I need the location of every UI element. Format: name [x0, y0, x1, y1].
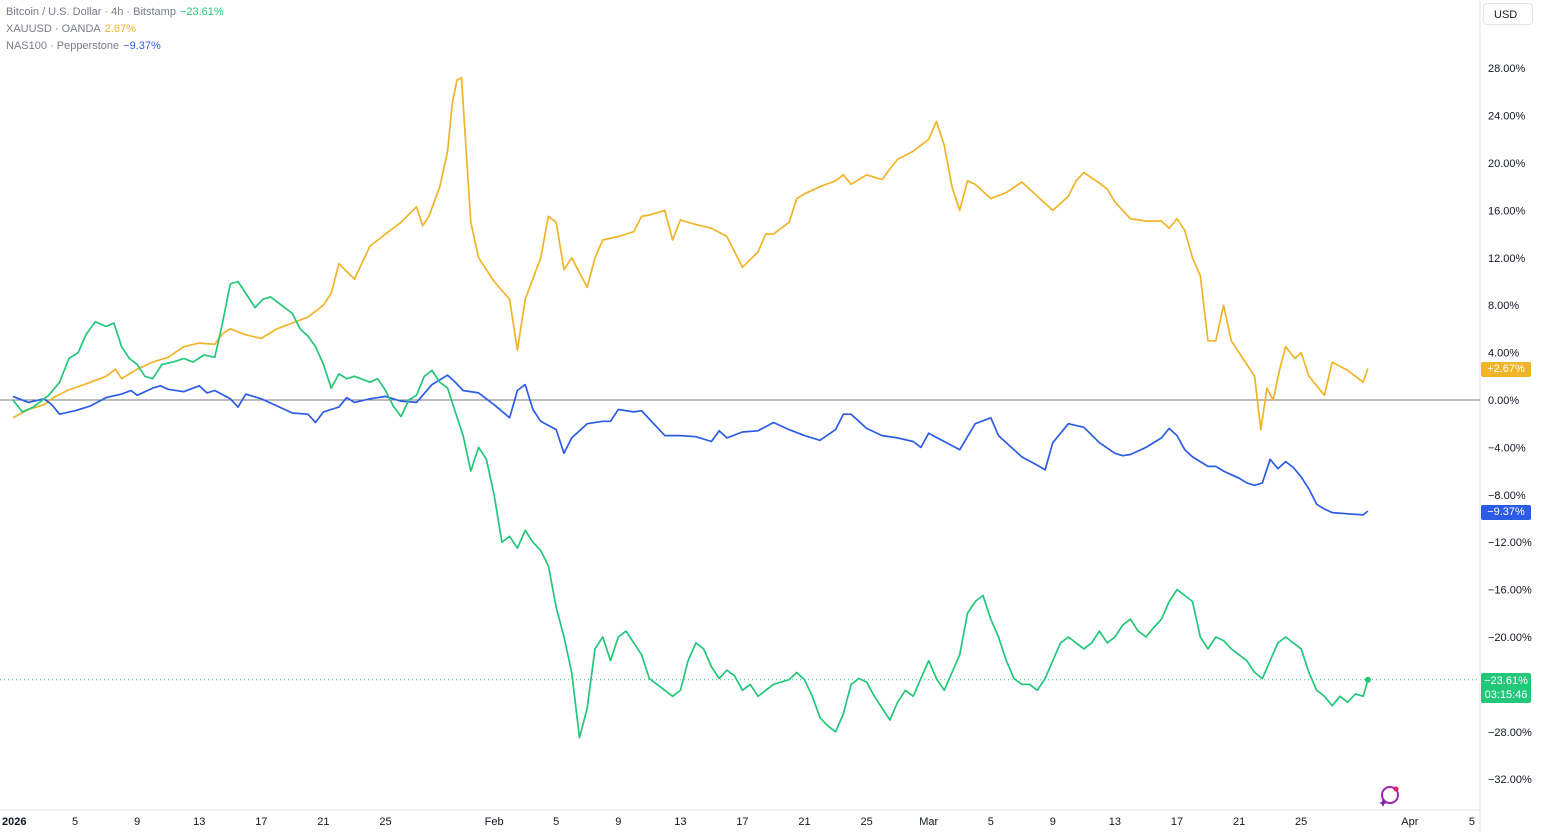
x-tick-label: 25: [1295, 816, 1307, 828]
x-tick-label: 5: [553, 816, 559, 828]
legend-row-xau[interactable]: XAUUSD · OANDA 2.67%: [6, 21, 224, 38]
y-tick-label: 20.00%: [1488, 158, 1526, 170]
price-scale[interactable]: 28.00% 24.00% 20.00% 16.00% 12.00% 8.00% 4.00%…: [1488, 63, 1532, 786]
y-tick-label: −12.00%: [1488, 537, 1532, 549]
x-tick-label: 5: [1469, 816, 1475, 828]
x-tick-label: 13: [1109, 816, 1121, 828]
y-tick-label: −4.00%: [1488, 442, 1526, 454]
series-layer: [12, 76, 1371, 739]
bar-countdown: 03:15:46: [1484, 689, 1528, 701]
x-tick-label: 9: [134, 816, 140, 828]
x-tick-label: 9: [615, 816, 621, 828]
x-tick-label: 25: [860, 816, 872, 828]
y-tick-label: −28.00%: [1488, 727, 1532, 739]
y-tick-label: −32.00%: [1488, 774, 1532, 786]
y-tick-label: 28.00%: [1488, 63, 1526, 75]
y-tick-label: 8.00%: [1488, 300, 1519, 312]
btc-last-point: [1364, 676, 1371, 683]
x-tick-label: 2026: [2, 816, 26, 828]
legend-row-nas[interactable]: NAS100 · Pepperstone −9.37%: [6, 38, 224, 55]
x-tick-label: 21: [798, 816, 810, 828]
x-tick-label: 21: [1233, 816, 1245, 828]
legend-value-btc: −23.61%: [179, 6, 224, 18]
x-tick-label: 9: [1050, 816, 1056, 828]
y-tick-label: 4.00%: [1488, 348, 1519, 360]
x-tick-label: 17: [736, 816, 748, 828]
time-scale[interactable]: 2026 5 9 13 17 21 25 Feb 5 9 13 17 21 25 Mar 5 9 13 17 21 25…: [2, 816, 1475, 828]
x-tick-label: Feb: [485, 816, 504, 828]
btc-last-value: −23.61%: [1484, 675, 1528, 687]
series-line-xauusd[interactable]: [12, 76, 1369, 431]
x-tick-label: 17: [255, 816, 267, 828]
legend-value-nas: −9.37%: [123, 40, 161, 52]
legend: Bitcoin / U.S. Dollar · 4h · Bitstamp −23…: [6, 4, 224, 55]
legend-label-btc: Bitcoin / U.S. Dollar · 4h · Bitstamp: [6, 6, 176, 18]
x-tick-label: 17: [1171, 816, 1183, 828]
legend-row-btc[interactable]: Bitcoin / U.S. Dollar · 4h · Bitstamp −23…: [6, 4, 224, 21]
btc-last-value-tag: −23.61% 03:15:46: [1481, 673, 1531, 703]
x-tick-label: 13: [193, 816, 205, 828]
series-line-nas100[interactable]: [12, 374, 1369, 516]
y-tick-label: 12.00%: [1488, 253, 1526, 265]
y-tick-label: −20.00%: [1488, 632, 1532, 644]
legend-label-nas: NAS100 · Pepperstone: [6, 40, 120, 52]
x-tick-label: 5: [988, 816, 994, 828]
x-tick-label: 25: [379, 816, 391, 828]
x-tick-label: Apr: [1401, 816, 1418, 828]
x-tick-label: 13: [674, 816, 686, 828]
currency-button[interactable]: USD: [1483, 3, 1533, 25]
y-tick-label: 16.00%: [1488, 205, 1526, 217]
y-tick-label: −8.00%: [1488, 490, 1526, 502]
nas-last-value-tag: −9.37%: [1481, 505, 1531, 520]
x-tick-label: 5: [72, 816, 78, 828]
legend-value-xau: 2.67%: [104, 23, 136, 35]
legend-label-xau: XAUUSD · OANDA: [6, 23, 101, 35]
sparkle-assistant-icon[interactable]: [1376, 783, 1402, 809]
grid-layer: [0, 0, 1481, 832]
series-line-bitcoin[interactable]: [12, 280, 1369, 739]
xau-last-value-tag: +2.67%: [1481, 362, 1531, 377]
y-tick-label: −16.00%: [1488, 585, 1532, 597]
y-tick-label: 0.00%: [1488, 395, 1519, 407]
x-tick-label: Mar: [919, 816, 938, 828]
y-tick-label: 24.00%: [1488, 111, 1526, 123]
x-tick-label: 21: [317, 816, 329, 828]
